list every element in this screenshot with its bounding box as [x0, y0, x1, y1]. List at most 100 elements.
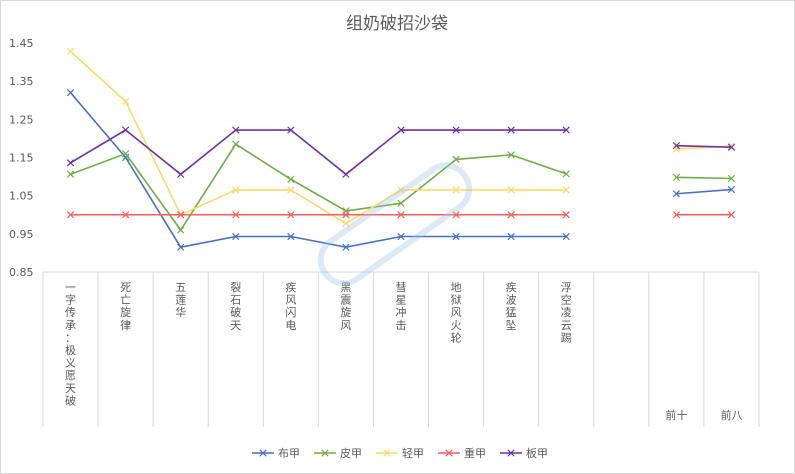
- x-axis: 一字传承：极义愿天破 死亡旋律 五莲华 裂石破天 疾风闪电 黑震旋风 彗星冲击 地狱风火轮 疾波…: [42, 271, 760, 427]
- x-category-label: 疾风闪电: [285, 280, 296, 332]
- x-category-label: 五莲华: [175, 281, 186, 319]
- data-point: [452, 126, 460, 134]
- series-轻甲: [66, 47, 736, 228]
- x-category-label: 前十: [665, 408, 687, 422]
- data-point: [452, 211, 460, 219]
- data-point: [121, 126, 130, 134]
- x-category-label: 一字传承：极义愿天破: [65, 281, 76, 407]
- data-point: [727, 143, 736, 151]
- data-point: [672, 142, 681, 150]
- data-point: [507, 211, 515, 219]
- data-point: [287, 126, 295, 134]
- data-point: [232, 232, 240, 241]
- legend-label: 板甲: [526, 446, 548, 460]
- x-category-label: 地狱风火轮: [451, 281, 462, 344]
- legend-marker: [507, 449, 515, 457]
- data-point: [507, 232, 515, 241]
- legend-marker: [321, 449, 329, 457]
- series-皮甲: [66, 140, 736, 234]
- data-point: [507, 186, 515, 194]
- x-category-label: 疾波猛坠: [506, 280, 517, 332]
- data-point: [397, 199, 405, 207]
- y-tick-label: 1.45: [9, 37, 34, 50]
- legend-label: 皮甲: [340, 447, 362, 460]
- series-line: [676, 144, 732, 148]
- data-point: [562, 126, 570, 134]
- data-point: [177, 211, 185, 219]
- data-point: [397, 232, 405, 241]
- legend: 布甲 皮甲 轻甲 重甲 板甲: [252, 446, 548, 460]
- legend-item: 重甲: [438, 446, 486, 460]
- data-point: [342, 211, 350, 219]
- x-category-label: 浮空凌云踢: [561, 281, 572, 344]
- data-point: [66, 170, 75, 178]
- data-point: [727, 211, 736, 219]
- y-tick-label: 1.35: [9, 75, 34, 88]
- data-point: [121, 97, 130, 106]
- data-point: [397, 186, 405, 194]
- legend-item: 板甲: [500, 446, 548, 460]
- series-line: [70, 129, 567, 176]
- legend-marker: [259, 449, 267, 457]
- legend-label: 重甲: [464, 446, 486, 460]
- data-point: [287, 186, 295, 194]
- x-category-label: 死亡旋律: [120, 281, 131, 332]
- data-point: [177, 170, 185, 178]
- data-point: [562, 170, 570, 178]
- y-tick-label: 0.95: [9, 228, 34, 241]
- chart-title: 组奶破招沙袋: [346, 14, 448, 34]
- data-point: [672, 211, 681, 219]
- data-point: [397, 211, 405, 219]
- data-point: [672, 173, 681, 181]
- data-point: [287, 175, 295, 183]
- data-point: [177, 243, 185, 251]
- legend-label: 轻甲: [402, 446, 424, 460]
- data-point: [507, 151, 515, 159]
- data-point: [232, 126, 240, 134]
- series-line: [70, 143, 567, 232]
- series-重甲: [66, 211, 736, 219]
- x-category-label: 黑震旋风: [340, 281, 351, 332]
- data-point: [232, 140, 240, 148]
- legend-item: 轻甲: [376, 446, 424, 460]
- data-point: [287, 232, 295, 241]
- data-point: [287, 211, 295, 219]
- data-point: [342, 243, 350, 251]
- data-point: [562, 186, 570, 194]
- series-line: [676, 188, 732, 195]
- data-point: [66, 211, 75, 219]
- x-category-label: 彗星冲击: [396, 281, 407, 332]
- data-point: [121, 211, 130, 219]
- legend-item: 皮甲: [314, 447, 362, 460]
- data-point: [342, 219, 350, 228]
- data-point: [562, 232, 570, 241]
- data-point: [452, 155, 460, 164]
- y-tick-label: 1.15: [9, 152, 34, 165]
- series-板甲: [66, 126, 736, 178]
- x-category-label: 裂石破天: [230, 281, 241, 332]
- legend-label: 布甲: [278, 447, 300, 460]
- data-point: [66, 88, 75, 97]
- data-point: [507, 126, 515, 134]
- series-line: [69, 92, 567, 249]
- data-point: [121, 150, 130, 158]
- series-line: [70, 50, 567, 225]
- legend-item: 布甲: [252, 447, 300, 460]
- series-line: [676, 176, 732, 180]
- series-layer: [66, 47, 736, 251]
- y-axis-ticks: 1.45 1.35 1.25 1.15 1.05 0.95 0.85: [9, 37, 34, 279]
- data-point: [727, 142, 736, 150]
- data-point: [232, 186, 240, 194]
- data-point: [452, 232, 460, 241]
- data-point: [727, 185, 736, 194]
- data-point: [66, 159, 75, 167]
- x-category-label: 前八: [720, 408, 742, 422]
- legend-marker: [445, 449, 453, 457]
- y-tick-label: 1.25: [9, 113, 34, 126]
- data-point: [397, 126, 405, 134]
- legend-marker: [383, 449, 391, 457]
- data-point: [452, 186, 460, 194]
- data-point: [672, 190, 681, 198]
